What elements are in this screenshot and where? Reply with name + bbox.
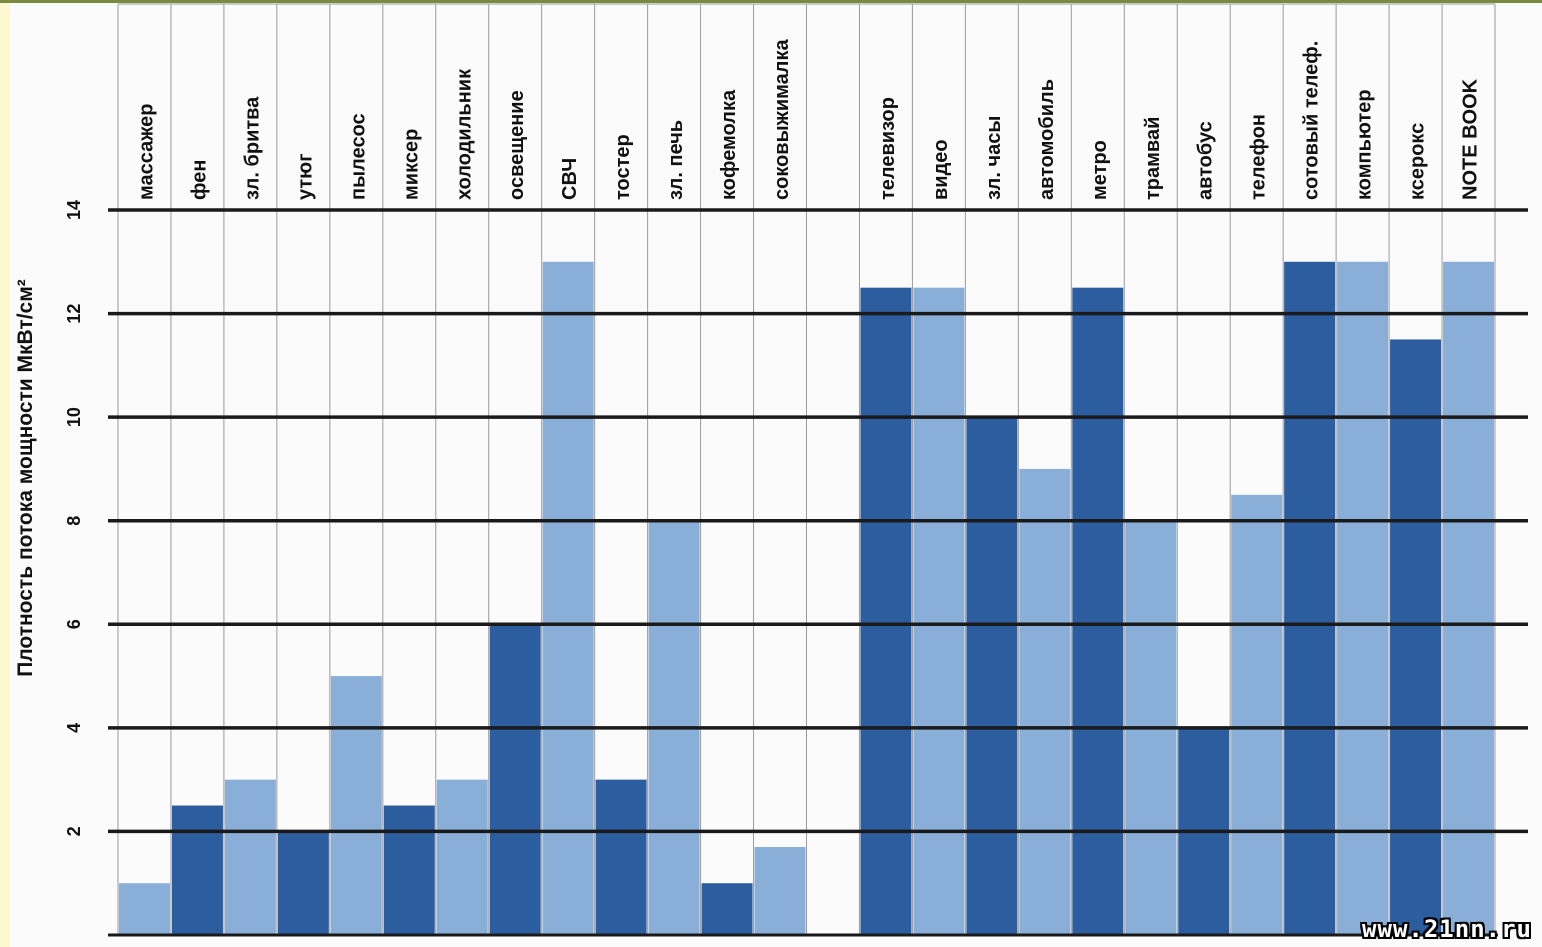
category-label-1: фен — [188, 160, 210, 200]
bar-9 — [595, 779, 647, 935]
category-label-21: телефон — [1248, 114, 1270, 200]
category-label-9: тостер — [612, 134, 634, 200]
category-label-4: пылесос — [347, 113, 369, 200]
bar-0 — [119, 883, 170, 935]
bar-7 — [489, 624, 541, 935]
category-label-24: ксерокс — [1407, 123, 1429, 200]
category-label-2: зл. бритва — [241, 96, 263, 200]
bar-12 — [754, 846, 806, 935]
category-label-15: видео — [930, 139, 952, 200]
y-tick-label-14: 14 — [64, 200, 84, 220]
bar-22 — [1284, 261, 1336, 935]
top-border — [0, 0, 1542, 3]
bar-23 — [1337, 261, 1389, 935]
category-label-14: телевизор — [877, 97, 899, 200]
bar-6 — [436, 779, 488, 935]
category-label-12: соковыжималка — [771, 38, 793, 200]
y-tick-label-12: 12 — [64, 304, 84, 324]
category-label-8: СВЧ — [559, 158, 581, 200]
category-label-22: сотовый телеф. — [1301, 41, 1323, 200]
category-label-11: кофемолка — [718, 89, 740, 200]
bar-11 — [701, 883, 753, 935]
category-label-18: метро — [1089, 140, 1111, 200]
y-tick-label-10: 10 — [64, 407, 84, 427]
bar-18 — [1072, 287, 1124, 935]
bar-14 — [860, 287, 912, 935]
y-tick-label-2: 2 — [64, 826, 84, 836]
bar-15 — [913, 287, 965, 935]
y-axis-title-group: Плотность потока мощности МкВт/см² — [14, 279, 37, 677]
category-label-0: массажер — [135, 103, 157, 200]
category-label-17: автомобиль — [1036, 79, 1058, 200]
bar-17 — [1019, 468, 1071, 935]
category-label-6: холодильник — [453, 68, 475, 200]
y-tick-label-6: 6 — [64, 619, 84, 629]
bar-16 — [966, 417, 1018, 936]
y-tick-label-4: 4 — [64, 723, 84, 733]
y-tick-label-8: 8 — [64, 516, 84, 526]
category-label-3: утюг — [294, 153, 316, 200]
y-axis-title: Плотность потока мощности МкВт/см² — [14, 279, 37, 677]
left-strip — [0, 0, 10, 947]
category-label-7: освещение — [506, 90, 528, 200]
bar-8 — [542, 261, 594, 935]
bar-3 — [277, 831, 329, 935]
bar-25 — [1443, 261, 1494, 935]
category-label-19: трамвай — [1142, 117, 1164, 200]
category-label-20: автобус — [1195, 121, 1217, 200]
category-label-23: компьютер — [1354, 89, 1376, 200]
category-label-16: зл. часы — [983, 116, 1005, 200]
grid-group — [108, 3, 1528, 937]
category-label-10: зл. печь — [665, 120, 687, 200]
y-tick-labels-group: 2 4 6 8 10 12 14 — [64, 200, 84, 836]
bar-4 — [330, 676, 382, 935]
bar-21 — [1231, 494, 1283, 935]
category-label-5: миксер — [400, 129, 422, 200]
bar-2 — [224, 779, 276, 935]
category-labels-group: массажер фен зл. бритва утюг пылесос миксер хо… — [135, 38, 1481, 200]
bar-5 — [383, 805, 435, 935]
watermark: www.21nn.ru — [1362, 915, 1532, 943]
category-label-25: NOTE BOOK — [1460, 78, 1482, 200]
bar-1 — [171, 805, 223, 935]
bar-24 — [1390, 339, 1442, 935]
